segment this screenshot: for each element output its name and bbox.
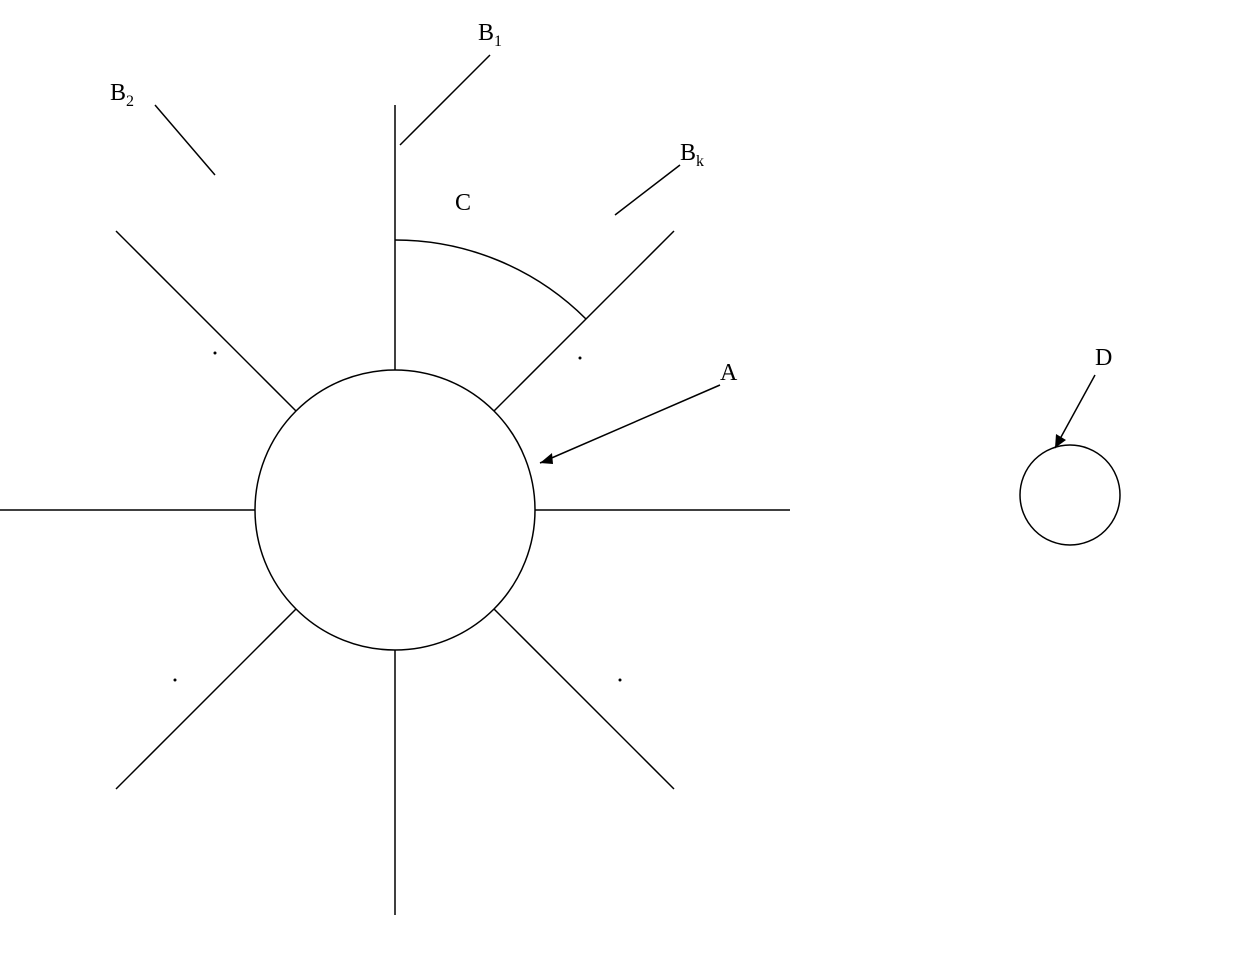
label-a: A: [720, 360, 737, 387]
spoke-top-left: [116, 231, 296, 411]
leader-b1: [400, 55, 490, 145]
label-b2: B2: [110, 80, 134, 111]
label-b1: B1: [478, 20, 502, 51]
dot-2: [579, 357, 582, 360]
leader-b2: [155, 105, 215, 175]
dot-4: [619, 679, 622, 682]
spoke-bottom-right: [494, 609, 674, 789]
arrow-a: [540, 453, 553, 464]
spoke-bottom-left: [116, 609, 296, 789]
leader-bk: [615, 165, 680, 215]
label-bk: Bk: [680, 140, 704, 171]
diagram-svg: [0, 0, 1240, 964]
spoke-top-right: [494, 231, 674, 411]
label-d: D: [1095, 345, 1112, 372]
main-circle: [255, 370, 535, 650]
small-circle-d: [1020, 445, 1120, 545]
dot-1: [214, 352, 217, 355]
label-c: C: [455, 190, 471, 217]
dot-3: [174, 679, 177, 682]
angle-arc-c: [395, 240, 586, 319]
leader-a: [540, 385, 720, 463]
